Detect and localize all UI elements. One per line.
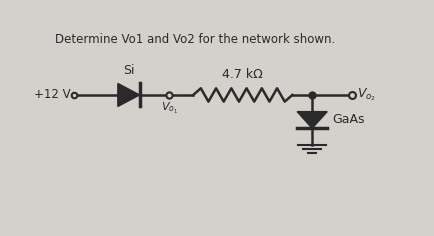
Polygon shape xyxy=(118,84,139,106)
Text: $V_{o_2}$: $V_{o_2}$ xyxy=(356,87,375,103)
Text: 4.7 kΩ: 4.7 kΩ xyxy=(222,68,263,81)
Text: +12 V: +12 V xyxy=(34,88,71,101)
Polygon shape xyxy=(296,112,326,128)
Text: GaAs: GaAs xyxy=(331,114,364,126)
Text: $V_{o_1}$: $V_{o_1}$ xyxy=(161,101,178,116)
Text: Determine Vo1 and Vo2 for the network shown.: Determine Vo1 and Vo2 for the network sh… xyxy=(55,33,335,46)
Text: Si: Si xyxy=(123,64,134,77)
